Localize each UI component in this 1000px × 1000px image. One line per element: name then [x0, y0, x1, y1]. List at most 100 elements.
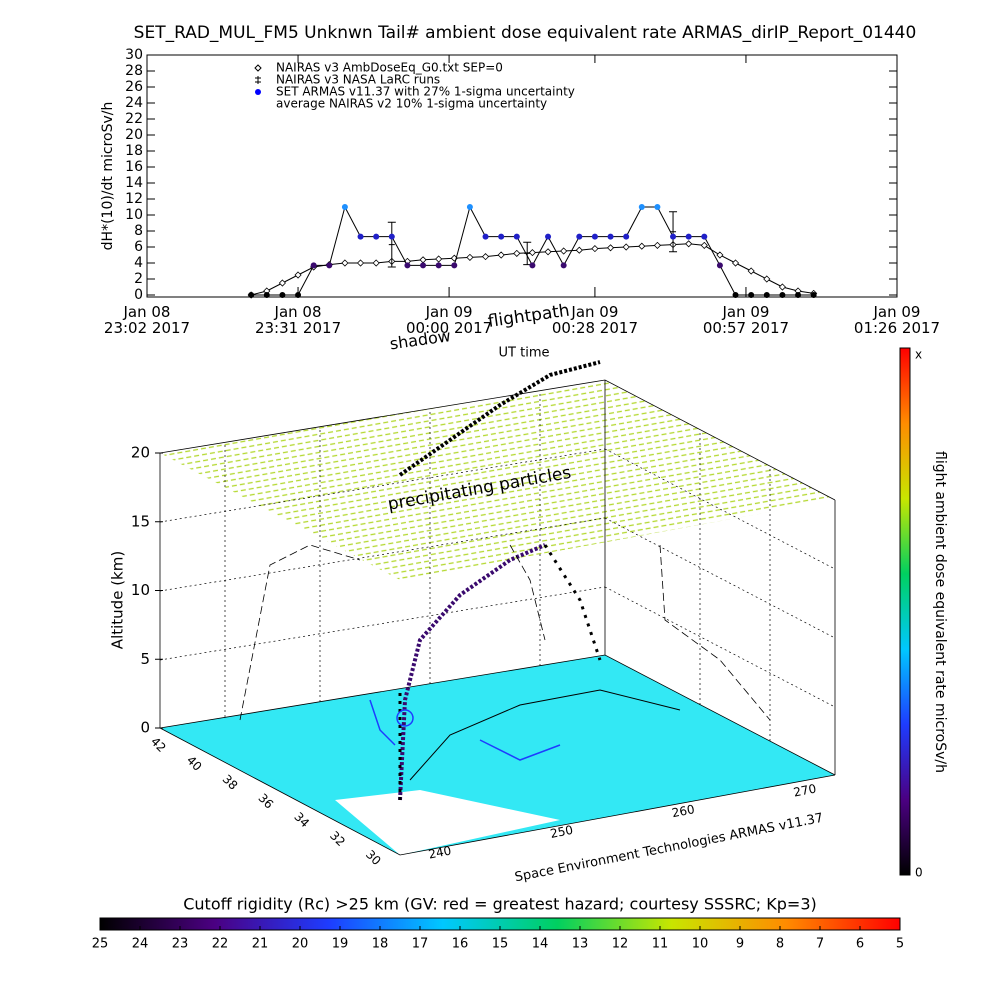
dose-point	[248, 292, 255, 298]
dose-point	[466, 204, 473, 210]
grid-line	[159, 448, 606, 523]
lat-tick-label: 30	[363, 847, 384, 868]
legend-symbol	[255, 76, 261, 84]
y-tick-label: 20	[125, 127, 143, 143]
chart-title: SET_RAD_MUL_FM5 Unknwn Tail# ambient dos…	[134, 23, 917, 43]
dose-point	[560, 262, 567, 269]
legend-symbol	[254, 64, 262, 72]
x-tick-label: Jan 09 00:00 2017	[405, 303, 493, 337]
dose-point	[357, 233, 364, 240]
dose-point	[451, 262, 458, 269]
x-tick-label: Jan 08 23:31 2017	[254, 303, 342, 337]
floor-map	[160, 655, 835, 855]
map-feature	[396, 709, 414, 727]
ground-track	[409, 689, 681, 781]
legend-label: NAIRAS v3 NASA LaRC runs	[276, 73, 440, 87]
rigidity-tick-label: 7	[816, 937, 824, 952]
rigidity-tick-label: 8	[776, 937, 784, 952]
dose-point	[295, 292, 302, 298]
y-tick-label: 18	[125, 143, 143, 159]
dose-point	[373, 233, 380, 240]
dose-point	[513, 233, 520, 240]
dose-point	[670, 233, 677, 240]
rigidity-tick-label: 19	[332, 937, 349, 952]
diamond-marker	[435, 255, 443, 263]
diamond-marker	[466, 253, 474, 261]
z-tick-label: 15	[131, 512, 150, 530]
y-axis-label: dH*(10)/dt microSv/h	[100, 102, 116, 251]
x-tick-label: Jan 09 00:57 2017	[702, 303, 790, 337]
dose-point	[732, 292, 739, 298]
rigidity-tick-label: 24	[132, 937, 149, 952]
dose-point	[685, 233, 692, 240]
dose-point	[748, 292, 755, 298]
error-bar	[387, 221, 396, 268]
diamond-marker	[419, 256, 427, 264]
lat-tick-label: 34	[291, 810, 312, 831]
floor-land	[335, 790, 560, 855]
lon-tick-label: 270	[792, 781, 817, 799]
diamond-marker	[497, 251, 505, 259]
y-tick-label: 12	[125, 191, 143, 207]
y-tick-label: 24	[125, 95, 143, 111]
diamond-marker	[278, 279, 286, 287]
lat-tick-label: 36	[256, 791, 277, 812]
rigidity-tick-label: 22	[212, 937, 229, 952]
diamond-marker	[544, 248, 552, 256]
dose-colorbar-min: 0	[915, 866, 923, 880]
rigidity-tick-label: 21	[252, 937, 269, 952]
z-tick-label: 20	[131, 444, 150, 462]
grid-line	[159, 586, 606, 661]
plot-frame	[146, 54, 898, 298]
error-bar	[669, 211, 678, 253]
y-tick-label: 22	[125, 111, 143, 127]
y-tick-label: 2	[134, 271, 143, 287]
y-tick-label: 26	[125, 79, 143, 95]
trajectory-projection	[659, 544, 771, 721]
dose-point	[263, 292, 270, 298]
rigidity-tick-label: 15	[492, 937, 509, 952]
flightpath	[543, 544, 602, 661]
diamond-marker	[778, 283, 786, 291]
dose-point	[435, 262, 442, 269]
dose-point	[310, 262, 317, 269]
rigidity-tick-label: 9	[736, 937, 744, 952]
dose-point	[529, 262, 536, 269]
rigidity-tick-label: 25	[92, 937, 109, 952]
x-tick-label: Jan 09 00:28 2017	[551, 303, 638, 337]
map-feature	[479, 739, 561, 761]
grid-line	[604, 448, 836, 570]
diamond-marker	[700, 241, 708, 249]
dose-point	[498, 233, 505, 240]
rigidity-tick-label: 18	[372, 937, 389, 952]
diamond-marker	[341, 259, 349, 267]
dose-point	[404, 262, 411, 269]
trajectory-projection	[239, 544, 361, 721]
dose-point	[326, 262, 333, 269]
dose-point	[779, 292, 786, 298]
dose-point	[482, 233, 489, 240]
error-bar	[523, 241, 532, 266]
diamond-marker	[481, 253, 490, 261]
precipitation-field	[160, 380, 835, 580]
dose-point	[810, 292, 817, 298]
diamond-marker	[763, 275, 771, 283]
z-tick-label: 0	[140, 719, 150, 737]
legend-label: NAIRAS v3 AmbDoseEq_G0.txt SEP=0	[276, 61, 503, 75]
rigidity-tick-label: 6	[856, 937, 864, 952]
flightpath	[398, 543, 546, 801]
diamond-marker	[294, 271, 302, 279]
y-tick-label: 28	[125, 63, 143, 79]
dose-colorbar	[899, 347, 911, 876]
grid-line	[159, 517, 606, 592]
rigidity-tick-label: 12	[612, 937, 629, 952]
lon-tick-label: 260	[671, 802, 696, 820]
rigidity-tick-label: 16	[452, 937, 469, 952]
z-axis-label: Altitude (km)	[109, 551, 127, 649]
rigidity-tick-label: 11	[652, 937, 669, 952]
legend-symbol	[255, 89, 261, 95]
y-tick-label: 4	[134, 255, 143, 271]
diamond-marker	[731, 259, 740, 267]
dose-point	[795, 292, 802, 298]
